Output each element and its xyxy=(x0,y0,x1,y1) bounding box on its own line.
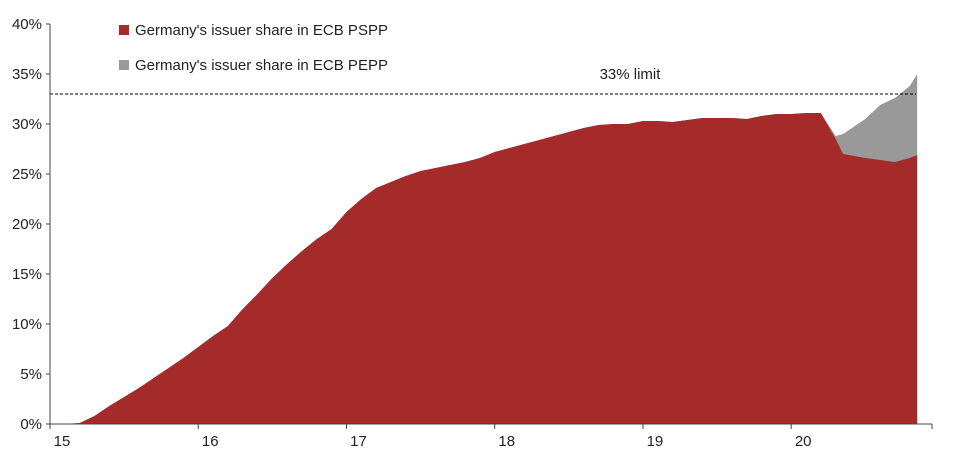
reference-line-group: 33% limit xyxy=(50,66,916,95)
x-tick-label: 18 xyxy=(498,433,515,450)
legend-label: Germany's issuer share in ECB PSPP xyxy=(135,22,388,39)
legend: Germany's issuer share in ECB PSPP German… xyxy=(119,22,388,74)
y-tick-label: 20% xyxy=(12,216,42,233)
y-tick-label: 15% xyxy=(12,266,42,283)
y-tick-label: 35% xyxy=(12,66,42,83)
x-tick-label: 20 xyxy=(795,433,812,450)
y-tick-label: 40% xyxy=(12,16,42,33)
x-tick-label: 17 xyxy=(350,433,367,450)
x-tick-label: 19 xyxy=(647,433,664,450)
x-tick-label: 15 xyxy=(54,433,71,450)
x-tick-label: 16 xyxy=(202,433,219,450)
y-tick-label: 5% xyxy=(20,366,42,383)
legend-label: Germany's issuer share in ECB PEPP xyxy=(135,57,388,74)
y-tick-label: 10% xyxy=(12,316,42,333)
legend-swatch xyxy=(119,25,129,35)
axes-group: 0% 5% 10% 15% 20% 25% 30% 35% 40% 15 16 17 18 19 20 xyxy=(12,16,933,450)
y-tick-label: 30% xyxy=(12,116,42,133)
y-tick-label: 0% xyxy=(20,416,42,433)
reference-line-label: 33% limit xyxy=(600,66,662,83)
area-pspp xyxy=(50,113,918,424)
area-series-group xyxy=(50,74,918,424)
y-tick-label: 25% xyxy=(12,166,42,183)
legend-swatch xyxy=(119,60,129,70)
